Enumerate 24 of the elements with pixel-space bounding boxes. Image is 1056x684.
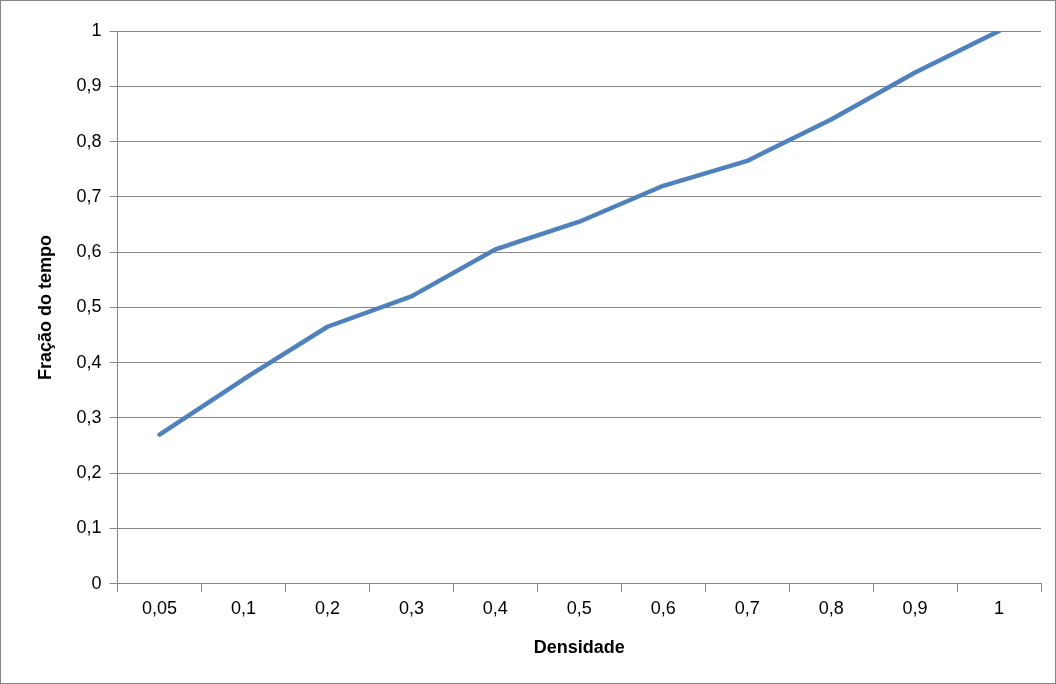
x-tick-label: 0,05 (142, 597, 178, 618)
x-tick-label: 0,8 (818, 597, 844, 618)
x-tick-label: 0,6 (650, 597, 676, 618)
x-tick-label: 0,4 (482, 597, 508, 618)
x-tick-label: 0,3 (398, 597, 424, 618)
x-axis-title: Densidade (533, 637, 625, 658)
y-tick-label: 0,4 (76, 351, 102, 372)
x-tick-label: 1 (994, 597, 1005, 618)
y-tick-label: 0,6 (76, 241, 102, 262)
y-tick-label: 0 (91, 572, 102, 593)
x-tick-label: 0,2 (314, 597, 340, 618)
y-tick-label: 0,9 (76, 75, 102, 96)
x-tick-label: 0,1 (231, 597, 257, 618)
y-axis-title: Fração do tempo (34, 234, 55, 380)
x-tick-label: 0,7 (734, 597, 760, 618)
x-tick-label: 0,9 (902, 597, 928, 618)
y-tick-label: 0,8 (76, 130, 102, 151)
y-tick-label: 0,1 (76, 517, 102, 538)
y-tick-label: 0,3 (76, 406, 102, 427)
y-tick-label: 0,2 (76, 462, 102, 483)
y-tick-label: 0,5 (76, 296, 102, 317)
y-tick-label: 1 (91, 19, 102, 40)
y-tick-label: 0,7 (76, 185, 102, 206)
x-tick-label: 0,5 (566, 597, 592, 618)
